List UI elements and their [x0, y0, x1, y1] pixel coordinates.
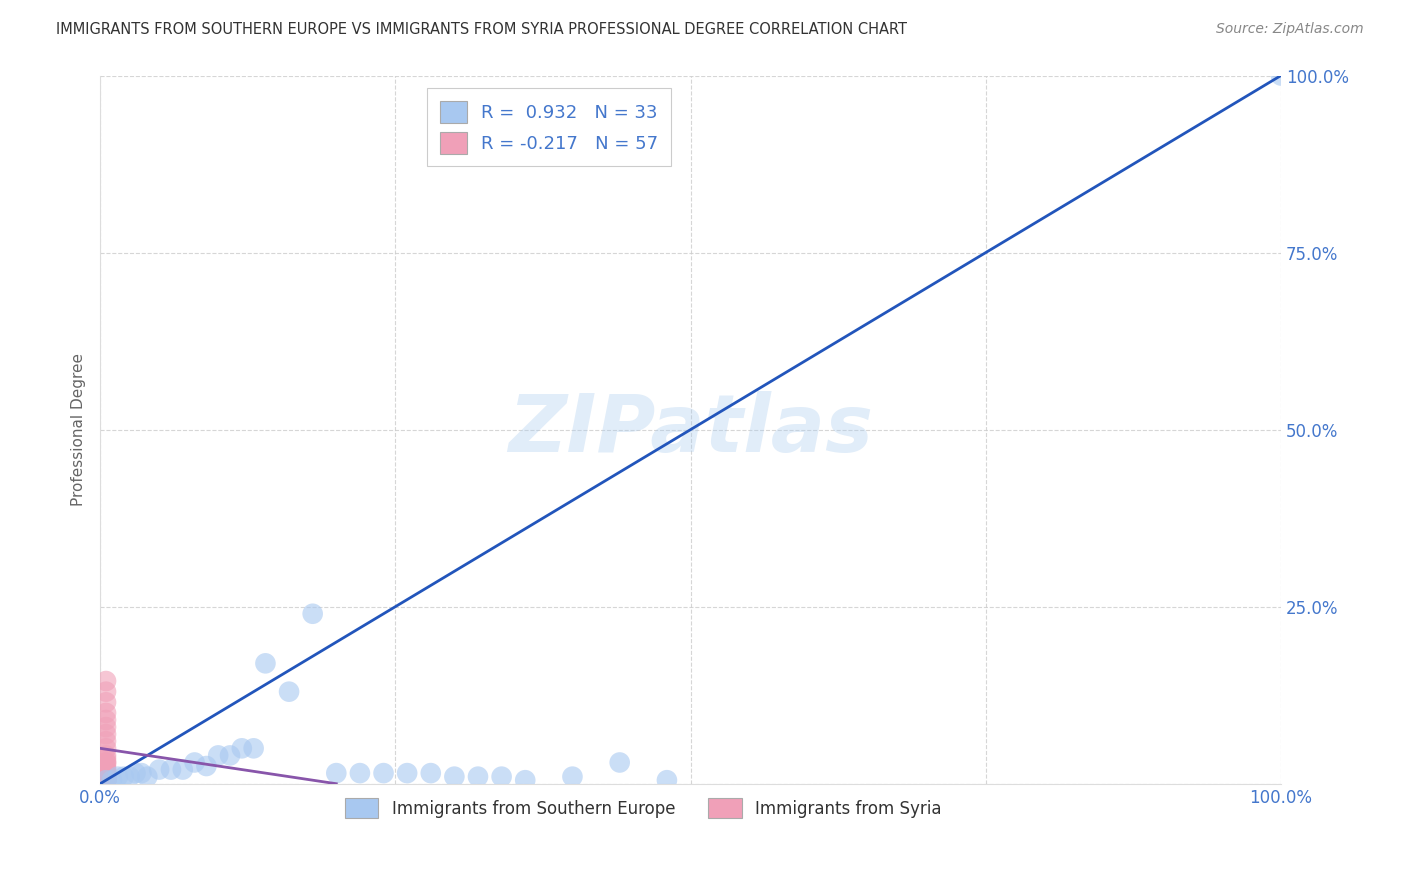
Point — [443, 770, 465, 784]
Point — [94, 695, 117, 709]
Point — [561, 770, 583, 784]
Point — [94, 773, 117, 788]
Point — [94, 756, 117, 770]
Text: IMMIGRANTS FROM SOUTHERN EUROPE VS IMMIGRANTS FROM SYRIA PROFESSIONAL DEGREE COR: IMMIGRANTS FROM SOUTHERN EUROPE VS IMMIG… — [56, 22, 907, 37]
Point — [107, 770, 129, 784]
Point — [94, 773, 117, 788]
Point — [94, 773, 117, 788]
Point — [112, 770, 135, 784]
Point — [94, 748, 117, 763]
Point — [349, 766, 371, 780]
Point — [94, 727, 117, 741]
Point — [94, 773, 117, 788]
Point — [94, 773, 117, 788]
Point — [94, 773, 117, 788]
Point — [94, 773, 117, 788]
Point — [94, 773, 117, 788]
Point — [219, 748, 242, 763]
Point — [94, 773, 117, 788]
Point — [94, 773, 117, 788]
Point — [94, 773, 117, 788]
Point — [94, 773, 117, 788]
Point — [94, 773, 117, 788]
Point — [94, 770, 117, 784]
Point — [94, 770, 117, 784]
Point — [94, 773, 117, 788]
Point — [515, 773, 537, 788]
Point — [94, 756, 117, 770]
Point — [118, 770, 141, 784]
Point — [396, 766, 419, 780]
Point — [94, 706, 117, 720]
Point — [94, 773, 117, 788]
Point — [131, 766, 153, 780]
Text: ZIPatlas: ZIPatlas — [508, 391, 873, 468]
Point — [94, 773, 117, 788]
Legend: Immigrants from Southern Europe, Immigrants from Syria: Immigrants from Southern Europe, Immigra… — [339, 791, 948, 825]
Point — [94, 674, 117, 689]
Point — [254, 657, 277, 671]
Point — [609, 756, 631, 770]
Point — [94, 773, 117, 788]
Point — [94, 773, 117, 788]
Point — [94, 773, 117, 788]
Point — [101, 773, 124, 788]
Point — [94, 773, 117, 788]
Point — [94, 766, 117, 780]
Point — [94, 773, 117, 788]
Point — [94, 773, 117, 788]
Point — [94, 773, 117, 788]
Text: Source: ZipAtlas.com: Source: ZipAtlas.com — [1216, 22, 1364, 37]
Point — [467, 770, 489, 784]
Point — [94, 773, 117, 788]
Point — [419, 766, 441, 780]
Point — [231, 741, 253, 756]
Point — [94, 734, 117, 748]
Point — [94, 773, 117, 788]
Point — [148, 763, 170, 777]
Point — [373, 766, 395, 780]
Point — [325, 766, 347, 780]
Point — [94, 770, 117, 784]
Point — [195, 759, 218, 773]
Point — [94, 766, 117, 780]
Point — [1270, 69, 1292, 83]
Point — [124, 766, 146, 780]
Point — [655, 773, 678, 788]
Point — [207, 748, 229, 763]
Point — [94, 770, 117, 784]
Point — [94, 773, 117, 788]
Point — [94, 684, 117, 698]
Point — [94, 763, 117, 777]
Point — [94, 741, 117, 756]
Point — [94, 773, 117, 788]
Point — [160, 763, 183, 777]
Point — [94, 752, 117, 766]
Point — [136, 770, 159, 784]
Point — [94, 773, 117, 788]
Point — [94, 773, 117, 788]
Point — [94, 763, 117, 777]
Point — [94, 759, 117, 773]
Point — [94, 713, 117, 727]
Point — [94, 773, 117, 788]
Point — [94, 773, 117, 788]
Point — [278, 684, 301, 698]
Point — [94, 773, 117, 788]
Y-axis label: Professional Degree: Professional Degree — [72, 353, 86, 506]
Point — [172, 763, 194, 777]
Point — [94, 773, 117, 788]
Point — [491, 770, 513, 784]
Point — [183, 756, 205, 770]
Point — [301, 607, 323, 621]
Point — [94, 773, 117, 788]
Point — [94, 720, 117, 734]
Point — [94, 773, 117, 788]
Point — [242, 741, 264, 756]
Point — [94, 773, 117, 788]
